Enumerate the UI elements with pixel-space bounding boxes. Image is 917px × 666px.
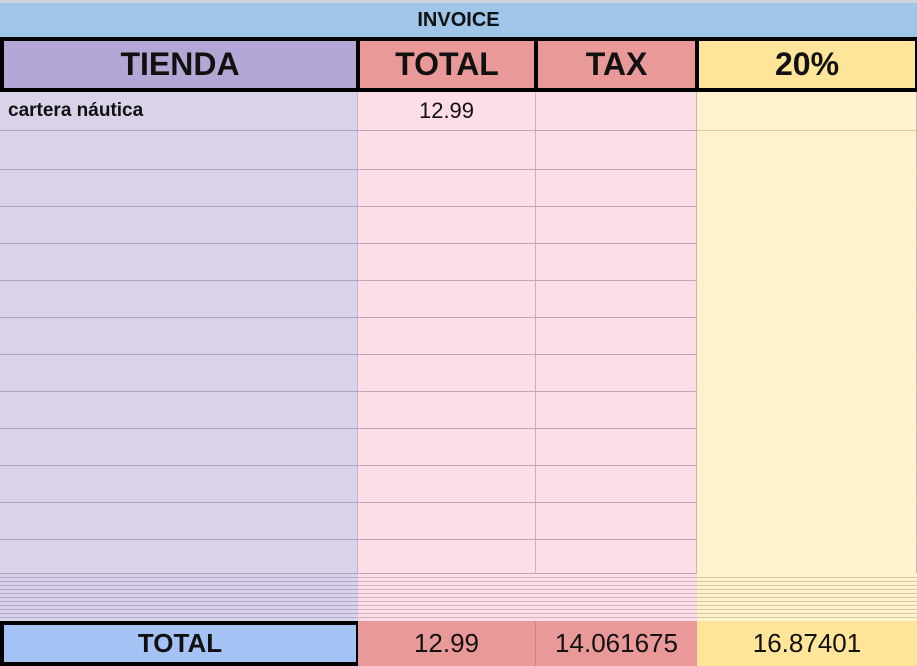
total-label[interactable]: TOTAL bbox=[0, 621, 360, 666]
cell-total[interactable] bbox=[358, 170, 536, 207]
cell-tienda[interactable] bbox=[0, 131, 358, 170]
cell-tienda[interactable] bbox=[0, 207, 358, 244]
cell-pct[interactable] bbox=[697, 392, 917, 429]
cell-pct[interactable] bbox=[697, 540, 917, 574]
hidden-rows-total bbox=[358, 574, 536, 621]
cell-pct[interactable] bbox=[697, 318, 917, 355]
cell-tax[interactable] bbox=[536, 207, 697, 244]
cell-total[interactable] bbox=[358, 503, 536, 540]
cell-tax[interactable] bbox=[536, 131, 697, 170]
cell-tienda[interactable] bbox=[0, 466, 358, 503]
cell-tienda[interactable] bbox=[0, 170, 358, 207]
cell-total[interactable] bbox=[358, 207, 536, 244]
invoice-title[interactable]: INVOICE bbox=[0, 3, 917, 38]
cell-tienda[interactable] bbox=[0, 503, 358, 540]
cell-total[interactable] bbox=[358, 466, 536, 503]
cell-total[interactable]: 12.99 bbox=[358, 92, 536, 131]
cell-tax[interactable] bbox=[536, 540, 697, 574]
cell-total[interactable] bbox=[358, 281, 536, 318]
cell-tax[interactable] bbox=[536, 92, 697, 131]
cell-tienda[interactable]: cartera náutica bbox=[0, 92, 358, 131]
cell-total[interactable] bbox=[358, 429, 536, 466]
hidden-rows-tax bbox=[536, 574, 697, 621]
cell-pct[interactable] bbox=[697, 170, 917, 207]
cell-tax[interactable] bbox=[536, 503, 697, 540]
header-tax[interactable]: TAX bbox=[534, 37, 699, 92]
header-tienda[interactable]: TIENDA bbox=[0, 37, 360, 92]
cell-total[interactable] bbox=[358, 244, 536, 281]
cell-pct[interactable] bbox=[697, 207, 917, 244]
cell-total[interactable] bbox=[358, 131, 536, 170]
hidden-rows-percent bbox=[697, 574, 917, 621]
cell-pct[interactable] bbox=[697, 281, 917, 318]
cell-tax[interactable] bbox=[536, 392, 697, 429]
cell-tax[interactable] bbox=[536, 170, 697, 207]
cell-tienda[interactable] bbox=[0, 281, 358, 318]
cell-tienda[interactable] bbox=[0, 429, 358, 466]
cell-pct[interactable] bbox=[697, 355, 917, 392]
total-sum[interactable]: 12.99 bbox=[358, 621, 536, 666]
cell-total[interactable] bbox=[358, 355, 536, 392]
total-tax[interactable]: 14.061675 bbox=[536, 621, 697, 666]
cell-tax[interactable] bbox=[536, 244, 697, 281]
cell-tax[interactable] bbox=[536, 355, 697, 392]
cell-tax[interactable] bbox=[536, 429, 697, 466]
cell-tax[interactable] bbox=[536, 466, 697, 503]
cell-pct[interactable] bbox=[697, 503, 917, 540]
hidden-rows-tienda bbox=[0, 574, 358, 621]
cell-total[interactable] bbox=[358, 392, 536, 429]
cell-pct[interactable] bbox=[697, 244, 917, 281]
cell-tienda[interactable] bbox=[0, 355, 358, 392]
cell-pct[interactable] bbox=[697, 131, 917, 170]
grid-top-line bbox=[0, 0, 917, 3]
cell-tienda[interactable] bbox=[0, 318, 358, 355]
header-percent[interactable]: 20% bbox=[695, 37, 917, 92]
cell-pct[interactable] bbox=[697, 92, 917, 131]
cell-total[interactable] bbox=[358, 540, 536, 574]
cell-total[interactable] bbox=[358, 318, 536, 355]
cell-tax[interactable] bbox=[536, 281, 697, 318]
header-total[interactable]: TOTAL bbox=[356, 37, 538, 92]
cell-tienda[interactable] bbox=[0, 540, 358, 574]
cell-tax[interactable] bbox=[536, 318, 697, 355]
cell-pct[interactable] bbox=[697, 466, 917, 503]
cell-tienda[interactable] bbox=[0, 392, 358, 429]
cell-tienda[interactable] bbox=[0, 244, 358, 281]
cell-pct[interactable] bbox=[697, 429, 917, 466]
total-percent[interactable]: 16.87401 bbox=[697, 621, 917, 666]
